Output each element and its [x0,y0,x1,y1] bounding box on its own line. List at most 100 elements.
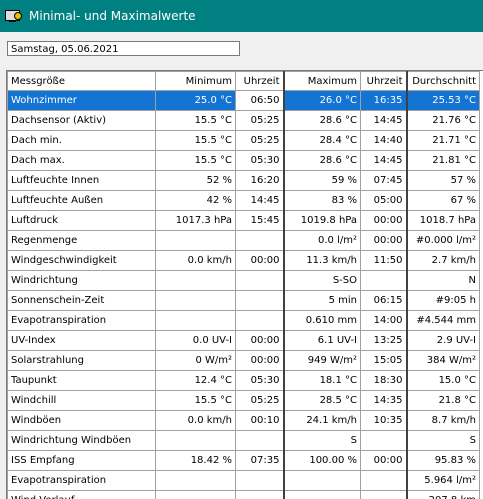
cell-maximum: 83 % [284,191,361,211]
cell-messgroesse: Windgeschwindigkeit [8,251,156,271]
window-title: Minimal- und Maximalwerte [29,9,196,23]
cell-uhrzeit-max: 16:35 [361,91,407,111]
cell-durchschnitt: 67 % [407,191,480,211]
cell-uhrzeit-max: 14:45 [361,111,407,131]
cell-minimum: 0.0 km/h [156,411,236,431]
cell-durchschnitt: S [407,431,480,451]
cell-durchschnitt: #0.000 l/m² [407,231,480,251]
values-table: Messgröße Minimum Uhrzeit Maximum Uhrzei… [7,71,480,499]
cell-maximum: 0.0 l/m² [284,231,361,251]
cell-minimum: 15.5 °C [156,111,236,131]
cell-messgroesse: Solarstrahlung [8,351,156,371]
cell-messgroesse: Luftdruck [8,211,156,231]
cell-maximum: 18.1 °C [284,371,361,391]
cell-messgroesse: Luftfeuchte Innen [8,171,156,191]
cell-durchschnitt: 21.76 °C [407,111,480,131]
cell-uhrzeit-min [236,271,284,291]
cell-minimum [156,431,236,451]
header-uhrzeit-min[interactable]: Uhrzeit [236,72,284,91]
cell-maximum: S [284,431,361,451]
cell-durchschnitt: 5.964 l/m² [407,471,480,491]
cell-uhrzeit-max: 14:00 [361,311,407,331]
cell-uhrzeit-min [236,471,284,491]
cell-messgroesse: Taupunkt [8,371,156,391]
cell-minimum: 12.4 °C [156,371,236,391]
header-maximum[interactable]: Maximum [284,72,361,91]
cell-minimum [156,271,236,291]
cell-messgroesse: Evapotranspiration [8,471,156,491]
cell-uhrzeit-min [236,431,284,451]
header-durchschnitt[interactable]: Durchschnitt [407,72,480,91]
cell-durchschnitt: 21.71 °C [407,131,480,151]
cell-durchschnitt: 1018.7 hPa [407,211,480,231]
cell-messgroesse: Wohnzimmer [8,91,156,111]
cell-uhrzeit-max: 06:15 [361,291,407,311]
cell-uhrzeit-min [236,231,284,251]
cell-messgroesse: Windrichtung [8,271,156,291]
cell-uhrzeit-max: 14:35 [361,391,407,411]
cell-uhrzeit-max: 00:00 [361,231,407,251]
cell-uhrzeit-min [236,291,284,311]
cell-maximum: 28.5 °C [284,391,361,411]
cell-uhrzeit-min: 00:00 [236,351,284,371]
cell-uhrzeit-max: 05:00 [361,191,407,211]
cell-uhrzeit-max [361,271,407,291]
cell-uhrzeit-min: 00:10 [236,411,284,431]
cell-minimum: 0 W/m² [156,351,236,371]
cell-uhrzeit-min: 14:45 [236,191,284,211]
table-row[interactable]: Evapotranspiration 5.964 l/m² [8,471,480,491]
cell-minimum: 42 % [156,191,236,211]
cell-minimum: 15.5 °C [156,391,236,411]
cell-uhrzeit-min: 05:25 [236,111,284,131]
cell-minimum: 15.5 °C [156,131,236,151]
cell-durchschnitt: 95.83 % [407,451,480,471]
cell-durchschnitt: 25.53 °C [407,91,480,111]
header-uhrzeit-max[interactable]: Uhrzeit [361,72,407,91]
cell-minimum [156,311,236,331]
header-messgroesse[interactable]: Messgröße [8,72,156,91]
cell-uhrzeit-max [361,431,407,451]
cell-maximum: 28.6 °C [284,151,361,171]
cell-minimum: 52 % [156,171,236,191]
cell-durchschnitt: N [407,271,480,291]
cell-maximum: 26.0 °C [284,91,361,111]
cell-uhrzeit-min: 15:45 [236,211,284,231]
values-grid[interactable]: Messgröße Minimum Uhrzeit Maximum Uhrzei… [6,70,483,499]
cell-durchschnitt: 2.7 km/h [407,251,480,271]
cell-durchschnitt: #9:05 h [407,291,480,311]
cell-uhrzeit-max: 13:25 [361,331,407,351]
title-bar: Minimal- und Maximalwerte [0,0,483,32]
cell-uhrzeit-min: 00:00 [236,251,284,271]
header-minimum[interactable]: Minimum [156,72,236,91]
cell-maximum: 6.1 UV-I [284,331,361,351]
date-field[interactable]: Samstag, 05.06.2021 [7,41,240,56]
cell-uhrzeit-min: 05:25 [236,131,284,151]
cell-uhrzeit-max [361,471,407,491]
cell-minimum [156,231,236,251]
cell-messgroesse: Windböen [8,411,156,431]
cell-maximum: 28.6 °C [284,111,361,131]
cell-durchschnitt: 8.7 km/h [407,411,480,431]
cell-messgroesse: Regenmenge [8,231,156,251]
cell-uhrzeit-min: 06:50 [236,91,284,111]
cell-messgroesse: Luftfeuchte Außen [8,191,156,211]
